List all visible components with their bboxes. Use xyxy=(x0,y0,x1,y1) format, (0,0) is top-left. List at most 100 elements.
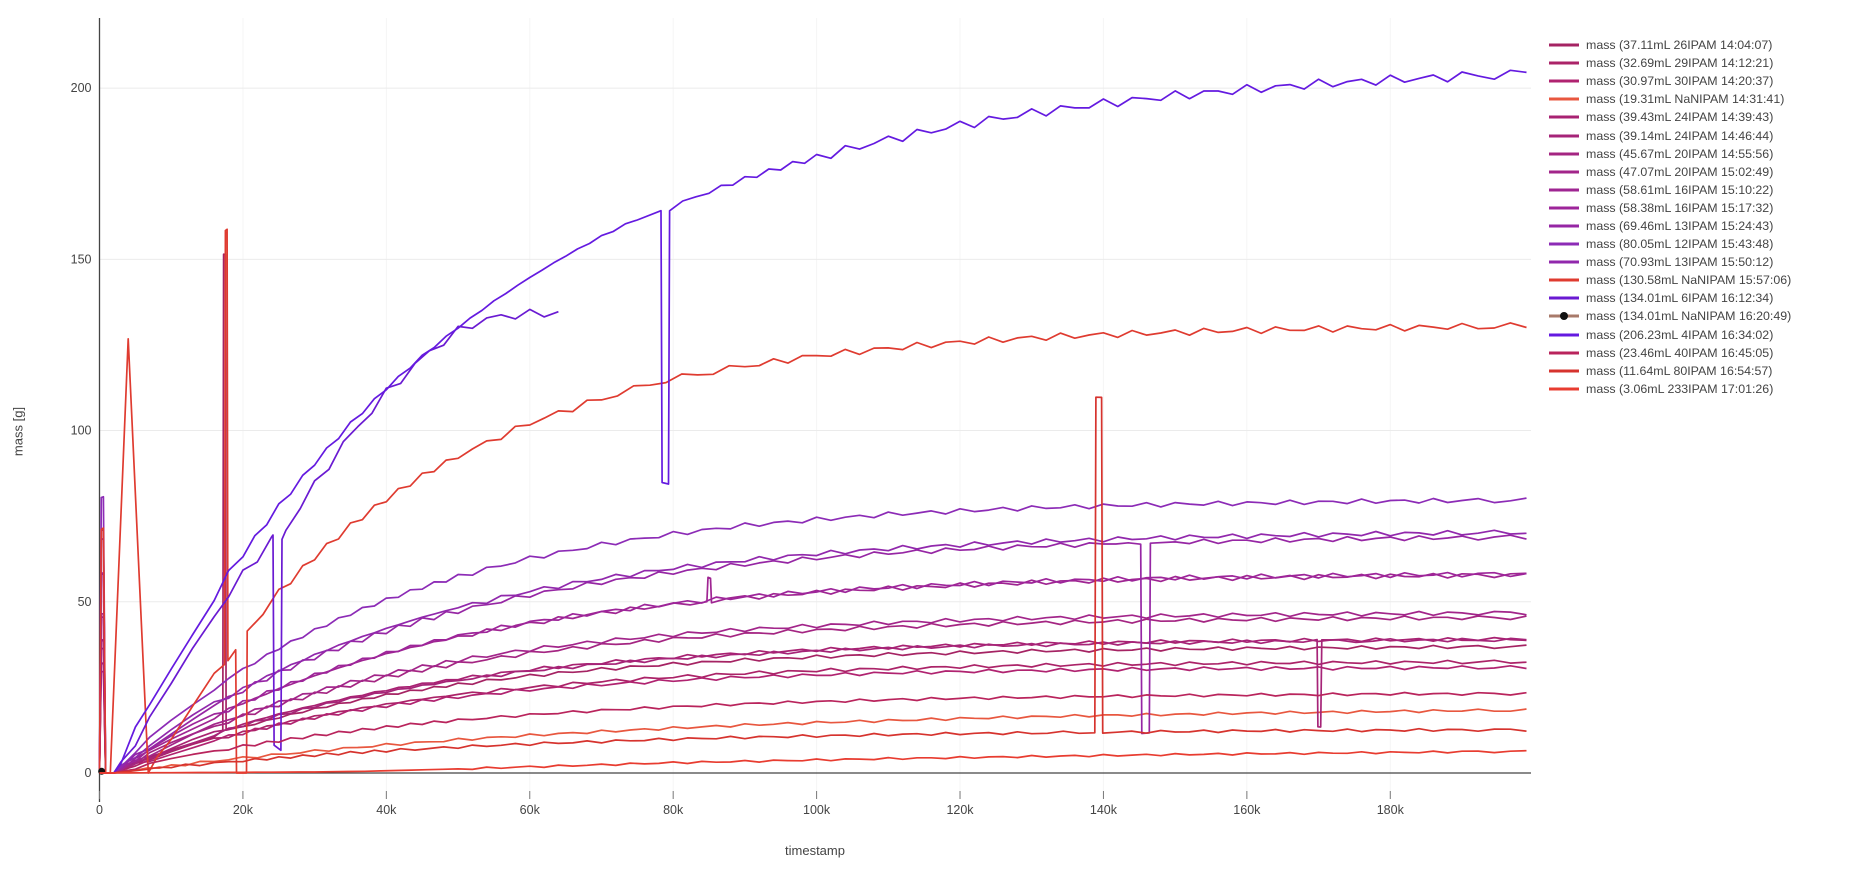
legend: mass (37.11mL 26IPAM 14:04:07) mass (32.6… xyxy=(1549,36,1791,398)
series-line-10[interactable] xyxy=(98,534,1527,774)
legend-item-label: mass (134.01mL NaNIPAM 16:20:49) xyxy=(1586,309,1792,324)
series-line-9[interactable] xyxy=(98,571,1527,774)
x-tick-label: 100k xyxy=(803,803,831,817)
legend-item-label: mass (39.14mL 24IPAM 14:46:44) xyxy=(1586,128,1774,143)
series-line-7[interactable] xyxy=(98,610,1527,774)
x-tick-label: 60k xyxy=(520,803,541,817)
legend-swatch-icon xyxy=(1549,351,1579,355)
legend-swatch-icon xyxy=(1549,79,1579,83)
x-tick-label: 80k xyxy=(663,803,684,817)
legend-item-18[interactable]: mass (11.64mL 80IPAM 16:54:57) xyxy=(1549,362,1791,380)
legend-item-3[interactable]: mass (19.31mL NaNIPAM 14:31:41) xyxy=(1549,90,1791,108)
legend-item-0[interactable]: mass (37.11mL 26IPAM 14:04:07) xyxy=(1549,36,1791,54)
legend-item-10[interactable]: mass (69.46mL 13IPAM 15:24:43) xyxy=(1549,217,1791,235)
legend-item-label: mass (80.05mL 12IPAM 15:43:48) xyxy=(1586,237,1774,252)
x-tick-label: 160k xyxy=(1233,803,1261,817)
legend-item-5[interactable]: mass (39.14mL 24IPAM 14:46:44) xyxy=(1549,126,1791,144)
legend-swatch-icon xyxy=(1549,224,1579,228)
legend-swatch-icon xyxy=(1549,387,1579,391)
legend-item-17[interactable]: mass (23.46mL 40IPAM 16:45:05) xyxy=(1549,344,1791,362)
legend-swatch-icon xyxy=(1549,260,1579,264)
series-line-19[interactable] xyxy=(99,749,1527,774)
series-line-4[interactable] xyxy=(98,636,1527,774)
legend-item-11[interactable]: mass (80.05mL 12IPAM 15:43:48) xyxy=(1549,235,1791,253)
legend-item-label: mass (69.46mL 13IPAM 15:24:43) xyxy=(1586,218,1774,233)
legend-swatch-icon xyxy=(1549,115,1579,119)
y-axis-ticks: 0 50 100 150 200 xyxy=(71,81,92,780)
series-line-14[interactable] xyxy=(99,308,559,774)
series-line-16[interactable] xyxy=(99,69,1527,774)
legend-item-label: mass (58.38mL 16IPAM 15:17:32) xyxy=(1586,200,1774,215)
legend-item-12[interactable]: mass (70.93mL 13IPAM 15:50:12) xyxy=(1549,253,1791,271)
y-tick-label: 200 xyxy=(71,81,92,95)
legend-item-label: mass (32.69mL 29IPAM 14:12:21) xyxy=(1586,56,1774,71)
series-line-2[interactable] xyxy=(98,664,1527,774)
legend-item-4[interactable]: mass (39.43mL 24IPAM 14:39:43) xyxy=(1549,108,1791,126)
series-line-3[interactable] xyxy=(99,708,1527,774)
y-tick-label: 100 xyxy=(71,424,92,438)
legend-item-label: mass (3.06mL 233IPAM 17:01:26) xyxy=(1586,381,1774,396)
legend-item-9[interactable]: mass (58.38mL 16IPAM 15:17:32) xyxy=(1549,199,1791,217)
y-axis-title: mass [g] xyxy=(10,406,26,457)
legend-swatch-icon xyxy=(1549,296,1579,300)
y-tick-label: 150 xyxy=(71,252,92,266)
series-line-17[interactable] xyxy=(99,691,1527,774)
legend-swatch-icon xyxy=(1549,312,1579,321)
legend-swatch-icon xyxy=(1549,333,1579,337)
legend-swatch-icon xyxy=(1549,97,1579,101)
legend-item-label: mass (58.61mL 16IPAM 15:10:22) xyxy=(1586,182,1774,197)
legend-swatch-icon xyxy=(1549,188,1579,192)
x-axis-title: timestamp xyxy=(785,843,845,858)
legend-item-6[interactable]: mass (45.67mL 20IPAM 14:55:56) xyxy=(1549,145,1791,163)
series-line-12[interactable] xyxy=(98,528,1527,774)
legend-item-label: mass (23.46mL 40IPAM 16:45:05) xyxy=(1586,345,1774,360)
x-tick-label: 20k xyxy=(233,803,254,817)
legend-item-label: mass (47.07mL 20IPAM 15:02:49) xyxy=(1586,164,1774,179)
legend-item-13[interactable]: mass (130.58mL NaNIPAM 15:57:06) xyxy=(1549,271,1791,289)
legend-item-19[interactable]: mass (3.06mL 233IPAM 17:01:26) xyxy=(1549,380,1791,398)
legend-swatch-icon xyxy=(1549,170,1579,174)
horizontal-gridlines xyxy=(99,87,1531,603)
legend-item-label: mass (134.01mL 6IPAM 16:12:34) xyxy=(1586,291,1774,306)
x-axis-ticks: 0 20k 40k 60k 80k 100k 120k 140k 160k 180k xyxy=(96,791,1405,817)
x-tick-label: 120k xyxy=(946,803,974,817)
series-lines xyxy=(98,69,1527,775)
legend-item-label: mass (19.31mL NaNIPAM 14:31:41) xyxy=(1586,92,1785,107)
legend-swatch-icon xyxy=(1549,242,1579,246)
legend-item-15[interactable]: mass (134.01mL NaNIPAM 16:20:49) xyxy=(1549,307,1791,325)
vertical-gridlines xyxy=(242,18,1391,791)
series-line-6[interactable] xyxy=(98,615,1527,774)
legend-swatch-icon xyxy=(1549,152,1579,156)
legend-swatch-icon xyxy=(1549,206,1579,210)
legend-item-label: mass (39.43mL 24IPAM 14:39:43) xyxy=(1586,110,1774,125)
legend-item-label: mass (206.23mL 4IPAM 16:34:02) xyxy=(1586,327,1774,342)
series-line-0[interactable] xyxy=(98,253,1527,774)
x-tick-label: 140k xyxy=(1090,803,1118,817)
legend-item-7[interactable]: mass (47.07mL 20IPAM 15:02:49) xyxy=(1549,163,1791,181)
y-tick-label: 50 xyxy=(78,595,92,609)
legend-swatch-icon xyxy=(1549,134,1579,138)
legend-item-label: mass (130.58mL NaNIPAM 15:57:06) xyxy=(1586,273,1792,288)
y-tick-label: 0 xyxy=(85,766,92,780)
legend-item-14[interactable]: mass (134.01mL 6IPAM 16:12:34) xyxy=(1549,289,1791,307)
legend-item-label: mass (37.11mL 26IPAM 14:04:07) xyxy=(1586,38,1773,53)
series-line-8[interactable] xyxy=(98,572,1527,774)
legend-item-2[interactable]: mass (30.97mL 30IPAM 14:20:37) xyxy=(1549,72,1791,90)
legend-swatch-icon xyxy=(1549,278,1579,282)
series-line-11[interactable] xyxy=(98,495,1527,774)
legend-item-label: mass (45.67mL 20IPAM 14:55:56) xyxy=(1586,146,1774,161)
legend-swatch-icon xyxy=(1549,43,1579,47)
legend-item-label: mass (11.64mL 80IPAM 16:54:57) xyxy=(1586,363,1773,378)
series-line-18[interactable] xyxy=(99,396,1527,774)
x-tick-label: 180k xyxy=(1377,803,1405,817)
legend-item-8[interactable]: mass (58.61mL 16IPAM 15:10:22) xyxy=(1549,181,1791,199)
x-tick-label: 0 xyxy=(96,803,103,817)
legend-item-16[interactable]: mass (206.23mL 4IPAM 16:34:02) xyxy=(1549,326,1791,344)
legend-item-1[interactable]: mass (32.69mL 29IPAM 14:12:21) xyxy=(1549,54,1791,72)
legend-swatch-icon xyxy=(1549,369,1579,373)
series-line-5[interactable] xyxy=(98,637,1527,774)
series-line-13[interactable] xyxy=(98,228,1527,774)
legend-item-label: mass (70.93mL 13IPAM 15:50:12) xyxy=(1586,255,1774,270)
x-tick-label: 40k xyxy=(376,803,397,817)
